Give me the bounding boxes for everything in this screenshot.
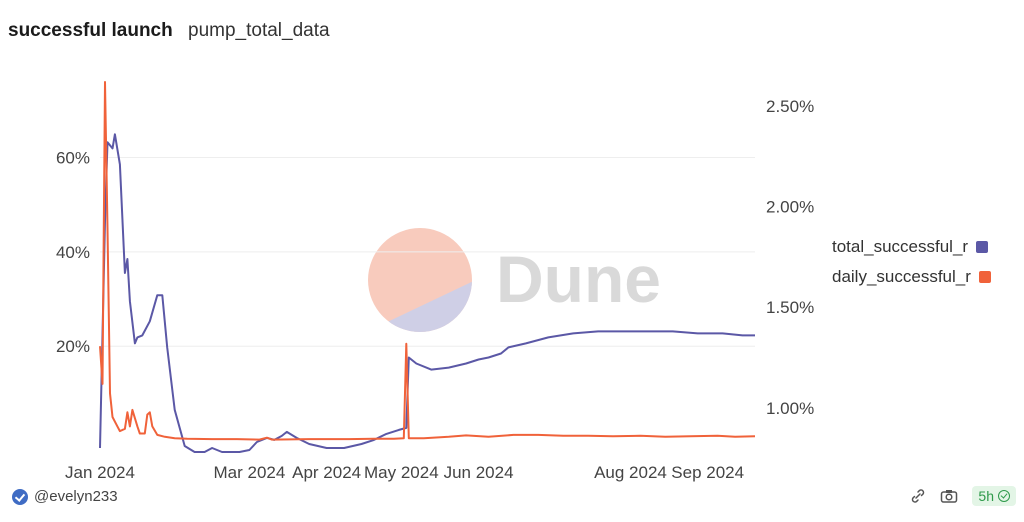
refresh-status-badge[interactable]: 5h	[972, 486, 1016, 506]
y-right-tick-label: 2.00%	[766, 198, 814, 217]
x-tick-label: Sep 2024	[671, 463, 744, 482]
refresh-age: 5h	[978, 488, 994, 504]
legend-swatch	[976, 241, 989, 253]
y-left-tick-label: 20%	[56, 337, 90, 356]
x-tick-label: Apr 2024	[292, 463, 361, 482]
legend: total_successful_r daily_successful_r	[832, 232, 991, 292]
x-tick-label: Mar 2024	[214, 463, 286, 482]
y-axis-right: 1.00% 1.50% 2.00% 2.50%	[766, 97, 814, 418]
x-tick-label: Jun 2024	[444, 463, 514, 482]
x-tick-label: Jan 2024	[65, 463, 135, 482]
y-right-tick-label: 2.50%	[766, 97, 814, 116]
y-left-tick-label: 40%	[56, 243, 90, 262]
dune-watermark: Dune	[368, 228, 661, 332]
series-line-daily	[99, 81, 756, 441]
check-circle-icon	[998, 490, 1010, 502]
y-right-tick-label: 1.50%	[766, 298, 814, 317]
chart-title: successful launch	[8, 20, 173, 41]
legend-swatch	[978, 271, 991, 283]
query-name: pump_total_data	[188, 20, 330, 41]
legend-item-total[interactable]: total_successful_r	[832, 232, 991, 262]
legend-label: total_successful_r	[832, 237, 969, 256]
x-axis: Jan 2024 Mar 2024 Apr 2024 May 2024 Jun 2024…	[65, 463, 744, 482]
chart-header: successful launch pump_total_data	[8, 20, 330, 42]
series-layer	[99, 81, 756, 453]
y-axis-left: 20% 40% 60%	[56, 148, 90, 356]
y-left-tick-label: 60%	[56, 148, 90, 167]
footer-actions: 5h	[896, 486, 1016, 506]
watermark-text: Dune	[496, 242, 661, 316]
x-tick-label: Aug 2024	[594, 463, 667, 482]
y-right-tick-label: 1.00%	[766, 399, 814, 418]
verified-check-icon	[12, 488, 28, 505]
legend-label: daily_successful_r	[832, 267, 971, 286]
grid-lines	[100, 156, 755, 347]
camera-icon[interactable]	[940, 488, 958, 504]
author-handle: @evelyn233	[34, 488, 118, 505]
series-line-total	[99, 133, 755, 453]
legend-item-daily[interactable]: daily_successful_r	[832, 262, 991, 292]
author[interactable]: @evelyn233	[12, 488, 118, 505]
x-tick-label: May 2024	[364, 463, 439, 482]
link-icon[interactable]	[910, 488, 926, 504]
